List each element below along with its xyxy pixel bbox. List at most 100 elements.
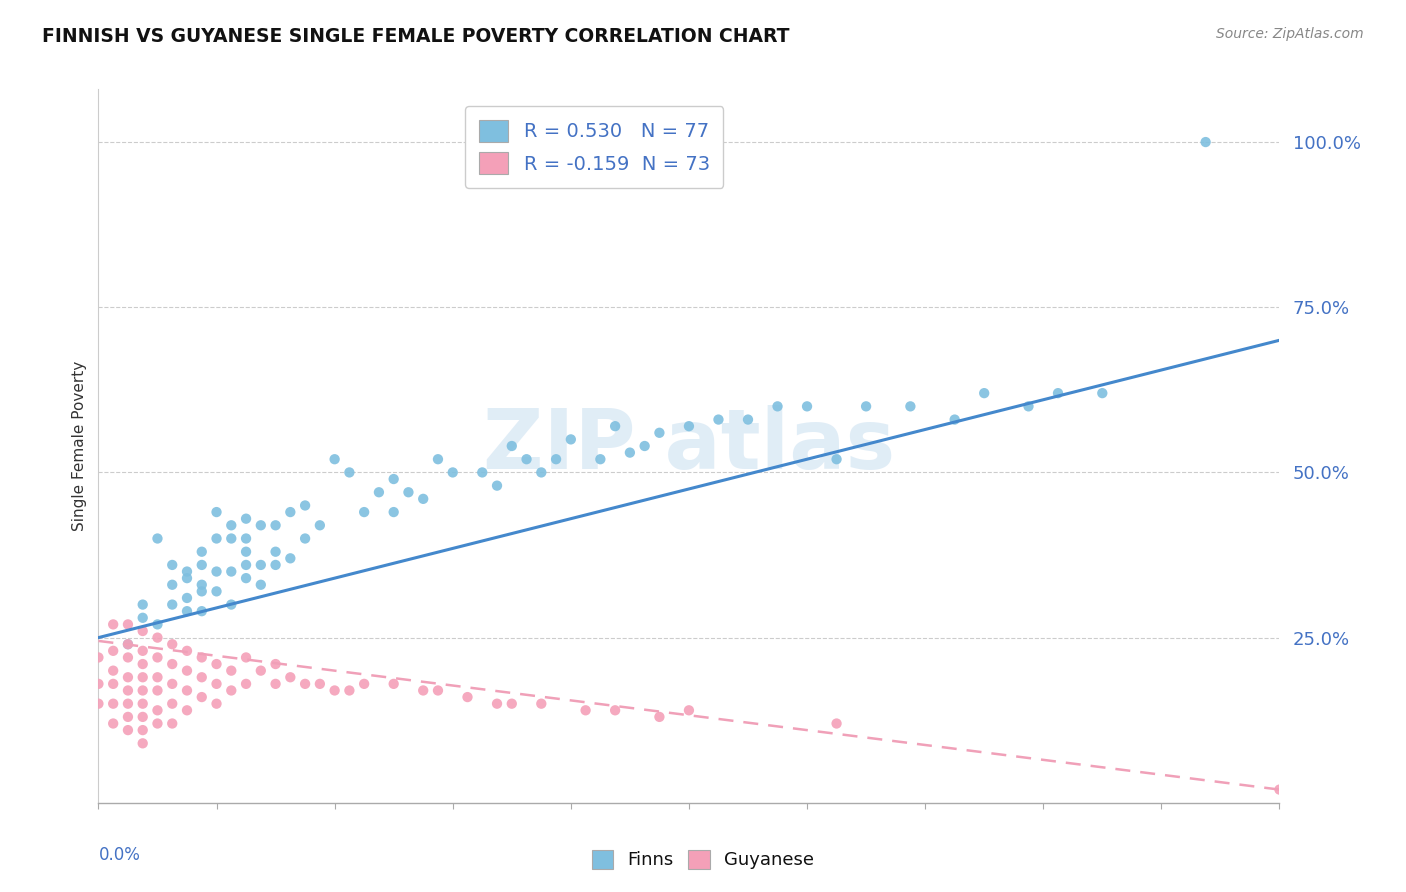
Point <box>619 445 641 459</box>
Point <box>353 677 375 691</box>
Y-axis label: Single Female Poverty: Single Female Poverty <box>72 361 87 531</box>
Point <box>132 598 155 612</box>
Text: 0.0%: 0.0% <box>98 846 141 863</box>
Point <box>205 584 228 599</box>
Point <box>132 736 155 750</box>
Point <box>162 637 183 651</box>
Point <box>398 485 420 500</box>
Point <box>176 683 198 698</box>
Point <box>191 578 214 592</box>
Point <box>294 677 316 691</box>
Point <box>117 637 139 651</box>
Point <box>280 670 302 684</box>
Point <box>117 723 139 738</box>
Point <box>146 532 169 546</box>
Point <box>117 683 139 698</box>
Point <box>280 551 302 566</box>
Point <box>117 670 139 684</box>
Point <box>132 723 155 738</box>
Point <box>250 578 273 592</box>
Point <box>191 545 214 559</box>
Point <box>117 617 139 632</box>
Point <box>235 558 257 572</box>
Point <box>353 505 375 519</box>
Point <box>176 604 198 618</box>
Point <box>516 452 538 467</box>
Point <box>235 511 257 525</box>
Point <box>294 499 316 513</box>
Point <box>132 657 155 671</box>
Point <box>176 591 198 605</box>
Point <box>176 664 198 678</box>
Text: FINNISH VS GUYANESE SINGLE FEMALE POVERTY CORRELATION CHART: FINNISH VS GUYANESE SINGLE FEMALE POVERT… <box>42 27 790 45</box>
Point <box>382 677 405 691</box>
Point <box>132 624 155 638</box>
Point <box>162 578 183 592</box>
Point <box>103 697 125 711</box>
Point <box>205 697 228 711</box>
Point <box>176 571 198 585</box>
Point <box>605 419 627 434</box>
Point <box>427 683 450 698</box>
Point <box>162 697 183 711</box>
Point <box>634 439 657 453</box>
Point <box>309 677 332 691</box>
Point <box>530 697 553 711</box>
Point <box>221 565 243 579</box>
Point <box>235 677 257 691</box>
Point <box>205 657 228 671</box>
Point <box>339 683 361 698</box>
Point <box>132 670 155 684</box>
Point <box>146 716 169 731</box>
Point <box>146 617 169 632</box>
Point <box>737 412 759 426</box>
Point <box>825 716 848 731</box>
Point <box>205 565 228 579</box>
Point <box>1046 386 1070 401</box>
Point <box>309 518 332 533</box>
Point <box>486 697 509 711</box>
Point <box>132 710 155 724</box>
Point <box>162 598 183 612</box>
Point <box>382 505 405 519</box>
Point <box>264 558 287 572</box>
Point <box>427 452 450 467</box>
Point <box>264 657 287 671</box>
Point <box>132 644 155 658</box>
Point <box>501 439 523 453</box>
Point <box>382 472 405 486</box>
Point <box>368 485 391 500</box>
Point <box>146 631 169 645</box>
Point <box>176 644 198 658</box>
Point <box>132 697 155 711</box>
Point <box>146 703 169 717</box>
Point <box>250 518 273 533</box>
Point <box>205 677 228 691</box>
Point <box>191 690 214 704</box>
Point <box>117 637 139 651</box>
Point <box>176 565 198 579</box>
Point <box>457 690 479 704</box>
Point <box>678 703 700 717</box>
Point <box>471 466 494 480</box>
Point <box>87 677 110 691</box>
Point <box>103 644 125 658</box>
Point <box>678 419 700 434</box>
Point <box>191 650 214 665</box>
Point <box>796 400 818 414</box>
Text: ZIP atlas: ZIP atlas <box>482 406 896 486</box>
Point <box>162 677 183 691</box>
Point <box>560 433 582 447</box>
Point <box>205 505 228 519</box>
Point <box>294 532 316 546</box>
Point <box>191 584 214 599</box>
Point <box>132 611 155 625</box>
Point <box>1195 135 1218 149</box>
Point <box>589 452 612 467</box>
Point <box>900 400 922 414</box>
Point <box>221 518 243 533</box>
Point <box>1091 386 1114 401</box>
Point <box>146 683 169 698</box>
Point <box>221 683 243 698</box>
Point <box>264 518 287 533</box>
